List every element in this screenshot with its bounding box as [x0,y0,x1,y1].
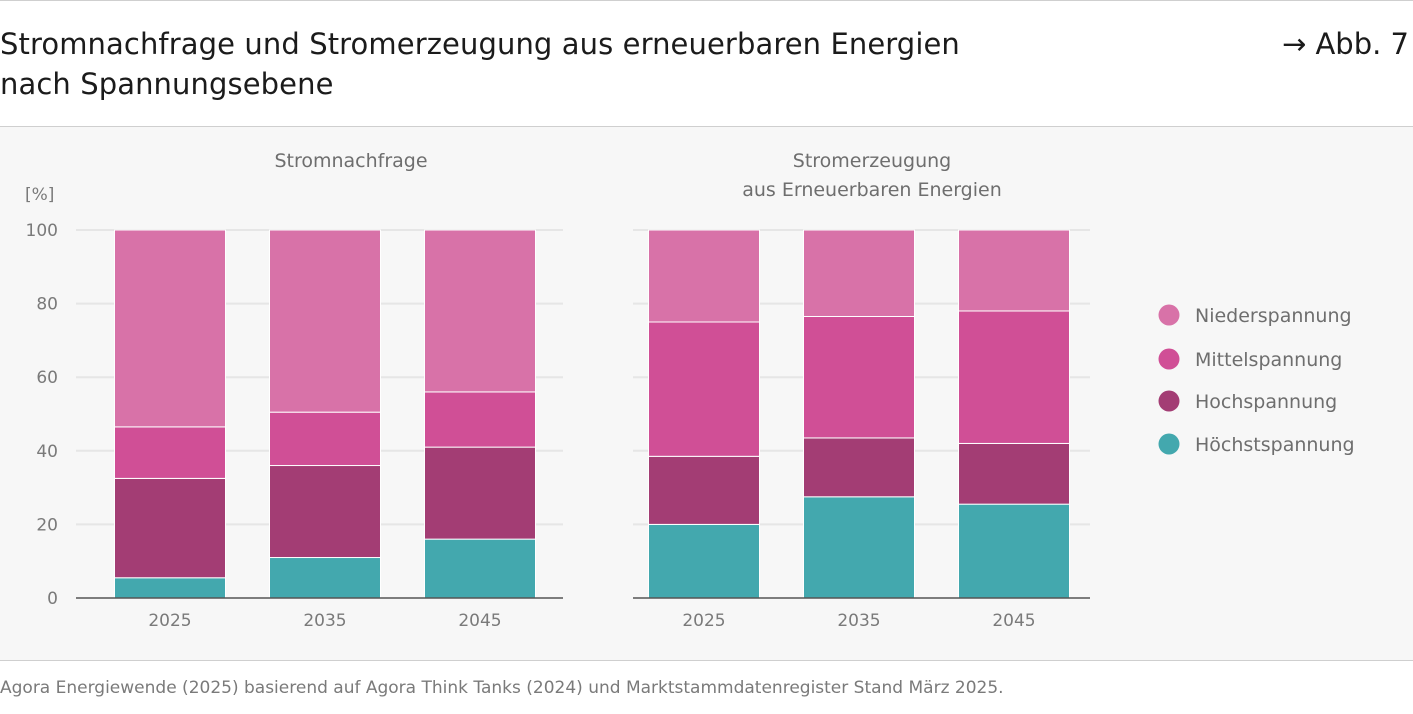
chart1-bar-2025-niederspannung [114,229,226,428]
chart2-xtick-label-2045: 2045 [992,611,1035,631]
chart2-bar-2025-niederspannung [648,229,760,323]
chart1-bar-2035-mittelspannung [269,411,381,467]
legend-label-hochspannung: Hochspannung [1195,391,1337,413]
legend-swatch-niederspannung [1158,304,1180,326]
chart2-bar-2025-hochspannung [648,455,760,525]
legend-swatch-mittelspannung [1158,348,1180,370]
chart1-ytick-label-20: 20 [36,515,58,535]
chart1-bar-2035-hochspannung [269,465,381,559]
chart1-bar-2045-hochspannung [424,446,536,540]
chart1-ytick-label-40: 40 [36,442,58,462]
chart1-bar-2045-höchstspannung [424,538,536,599]
chart1-bar-2025-höchstspannung [114,577,226,599]
chart1-xtick-label-2035: 2035 [303,611,346,631]
chart1-bar-2035-niederspannung [269,229,381,413]
figure-reference: → Abb. 7 [1281,27,1409,61]
chart2-bar-2035-niederspannung [803,229,915,317]
chart1-title: Stromnachfrage [274,150,427,172]
chart2-title: Stromerzeugung [793,150,951,172]
legend-label-mittelspannung: Mittelspannung [1195,349,1342,371]
chart2-bar-2045-niederspannung [958,229,1070,312]
top-rule [0,0,1413,1]
page-title: Stromnachfrage und Stromerzeugung aus er… [0,27,960,101]
chart2-bar-2045-höchstspannung [958,503,1070,599]
chart2-bar-2035-mittelspannung [803,315,915,439]
chart1-y-axis-label: [%] [25,185,54,205]
chart-area: 0 20 40 60 80 100 [%] Stromnachfrage 2025 2035 204… [25,150,1355,631]
chart2-bar-2025-höchstspannung [648,523,760,599]
chart1-ytick-label-0: 0 [47,589,58,609]
chart2-xtick-label-2025: 2025 [682,611,725,631]
chart2-bar-2045-hochspannung [958,442,1070,505]
chart2-bar-2045-mittelspannung [958,310,1070,444]
chart2-bar-2025-mittelspannung [648,321,760,457]
chart1-bar-2025-hochspannung [114,477,226,579]
chart-panel: 0 20 40 60 80 100 [%] Stromnachfrage 2025 2035 204… [0,126,1413,661]
chart1-bar-2045-mittelspannung [424,391,536,448]
chart1-bar-2045-niederspannung [424,229,536,393]
legend-label-niederspannung: Niederspannung [1195,305,1352,327]
chart2-xtick-label-2035: 2035 [837,611,880,631]
chart1-xtick-label-2045: 2045 [458,611,501,631]
chart1-xtick-label-2025: 2025 [148,611,191,631]
legend-label-höchstspannung: Höchstspannung [1195,434,1355,456]
chart1-ytick-label-100: 100 [26,221,58,241]
chart1-ytick-label-60: 60 [36,368,58,388]
chart2-bar-2035-hochspannung [803,437,915,498]
legend-swatch-höchstspannung [1158,433,1180,455]
source-note: Agora Energiewende (2025) basierend auf … [0,678,1004,698]
chart1-bar-2025-mittelspannung [114,426,226,479]
chart2-bar-2035-höchstspannung [803,496,915,599]
chart1-ytick-label-80: 80 [36,295,58,315]
chart1-bar-2035-höchstspannung [269,557,381,599]
legend-swatch-hochspannung [1158,390,1180,412]
chart2-title-line2: aus Erneuerbaren Energien [742,179,1002,201]
